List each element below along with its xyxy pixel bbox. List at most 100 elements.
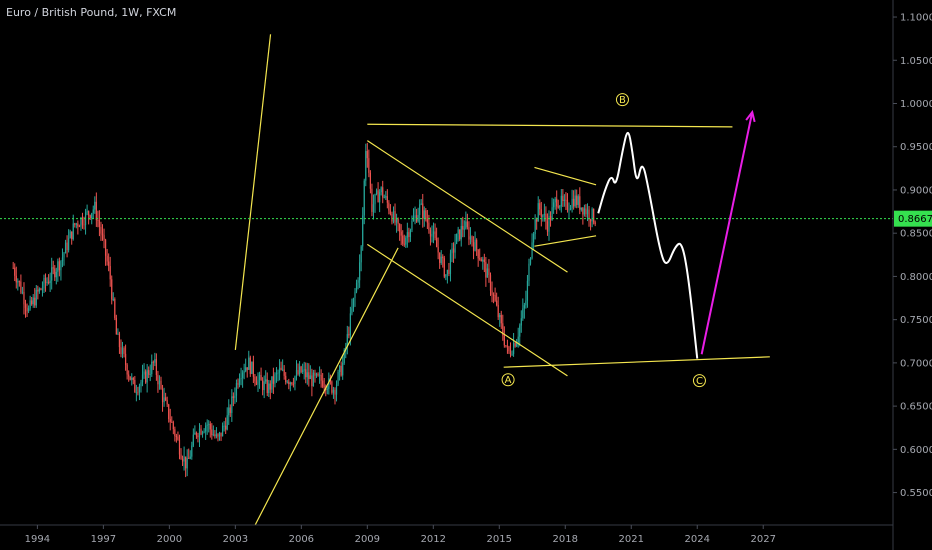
candle-body bbox=[77, 223, 79, 227]
trendline-falling-channel-lower[interactable] bbox=[366, 243, 568, 377]
candle-body bbox=[577, 196, 579, 205]
x-tick-label: 2027 bbox=[751, 534, 776, 545]
candle-body bbox=[385, 196, 387, 198]
candle-body bbox=[472, 242, 475, 251]
candle-body bbox=[211, 429, 213, 436]
candle-body bbox=[477, 249, 479, 259]
candle-body bbox=[17, 281, 19, 283]
candle-body bbox=[238, 378, 241, 385]
candle-body bbox=[320, 374, 322, 381]
candle-body bbox=[497, 305, 499, 318]
trendlines-layer[interactable] bbox=[234, 34, 770, 526]
candle-body bbox=[512, 343, 515, 354]
trendline-channel-upper-rising[interactable] bbox=[234, 34, 272, 350]
candle-body bbox=[277, 372, 279, 374]
candle-body bbox=[12, 267, 14, 269]
candle-body bbox=[74, 223, 76, 225]
candle-body bbox=[165, 397, 167, 401]
candle-body bbox=[529, 258, 532, 264]
candle-body bbox=[534, 219, 536, 235]
candle-body bbox=[506, 345, 509, 347]
candle-body bbox=[101, 233, 104, 236]
candle-body bbox=[368, 158, 370, 173]
candle-body bbox=[75, 223, 77, 225]
trendline-top-horizontal[interactable] bbox=[367, 123, 733, 128]
time-axis[interactable]: 1994 1997 2000 2003 2006 2009 2012 2015 2018 2021… bbox=[25, 525, 776, 545]
candle-body bbox=[397, 218, 399, 224]
candle-body bbox=[465, 221, 467, 229]
current-price-tag: 0.86679 bbox=[894, 210, 932, 227]
wave-label-circle bbox=[692, 374, 706, 388]
candle-body bbox=[35, 289, 37, 306]
candle-body bbox=[425, 210, 427, 220]
candle-body bbox=[24, 304, 27, 308]
candle-body bbox=[443, 258, 445, 277]
trendline-bottom-horizontal[interactable] bbox=[503, 356, 770, 368]
candle-body bbox=[394, 211, 396, 223]
candle-body bbox=[91, 213, 93, 219]
candle-body bbox=[355, 282, 358, 292]
candle-body bbox=[129, 376, 131, 380]
candle-body bbox=[589, 219, 592, 222]
candle-body bbox=[108, 261, 110, 267]
candle-body bbox=[240, 377, 242, 379]
candle-body bbox=[565, 199, 567, 201]
candle-body bbox=[252, 361, 254, 377]
candle-body bbox=[546, 221, 549, 232]
candle-body bbox=[586, 209, 589, 215]
candle-body bbox=[571, 198, 573, 209]
candle-body bbox=[294, 376, 296, 385]
x-tick-label: 2021 bbox=[619, 534, 644, 545]
candle-body bbox=[382, 187, 384, 198]
candle-body bbox=[548, 215, 550, 232]
trendline-channel-lower-rising[interactable] bbox=[254, 247, 399, 526]
projection-path[interactable] bbox=[597, 131, 699, 359]
candle-body bbox=[272, 376, 274, 384]
candle-body bbox=[161, 388, 164, 403]
candle-body bbox=[331, 381, 333, 393]
trendline-triangle-upper[interactable] bbox=[534, 166, 597, 186]
candle-body bbox=[337, 371, 339, 385]
candle-body bbox=[191, 445, 193, 457]
y-tick-label: 1.10000 bbox=[900, 13, 932, 24]
candle-body bbox=[260, 374, 262, 381]
trendline-falling-channel-upper[interactable] bbox=[366, 140, 568, 273]
candle-body bbox=[246, 367, 248, 370]
candle-body bbox=[198, 428, 201, 438]
candle-body bbox=[445, 274, 447, 277]
candle-body bbox=[362, 215, 364, 247]
candle-body bbox=[188, 458, 190, 459]
trendline-triangle-lower[interactable] bbox=[534, 235, 597, 247]
candle-body bbox=[492, 294, 495, 296]
candle-body bbox=[522, 308, 524, 319]
candle-body bbox=[594, 222, 596, 225]
candle-body bbox=[434, 231, 436, 238]
candle-body bbox=[563, 199, 565, 202]
candle-body bbox=[569, 208, 572, 210]
candle-body bbox=[311, 375, 313, 387]
candle-body bbox=[482, 259, 484, 262]
x-tick-label: 1994 bbox=[25, 534, 50, 545]
candle-body bbox=[262, 380, 264, 391]
candle-body bbox=[343, 349, 345, 363]
candle-body bbox=[29, 300, 31, 309]
candle-body bbox=[446, 269, 448, 275]
candle-body bbox=[372, 204, 375, 212]
candle-body bbox=[88, 211, 90, 216]
candle-body bbox=[231, 396, 233, 413]
candle-body bbox=[549, 215, 552, 221]
candle-body bbox=[235, 383, 238, 396]
projection-arrow[interactable] bbox=[700, 109, 756, 355]
candle-body bbox=[502, 323, 504, 336]
candle-body bbox=[323, 386, 325, 388]
candle-body bbox=[308, 372, 310, 380]
candle-body bbox=[126, 364, 128, 375]
candle-body bbox=[500, 315, 502, 324]
candle-body bbox=[61, 257, 64, 262]
candle-body bbox=[439, 252, 441, 263]
candle-body bbox=[189, 456, 191, 459]
